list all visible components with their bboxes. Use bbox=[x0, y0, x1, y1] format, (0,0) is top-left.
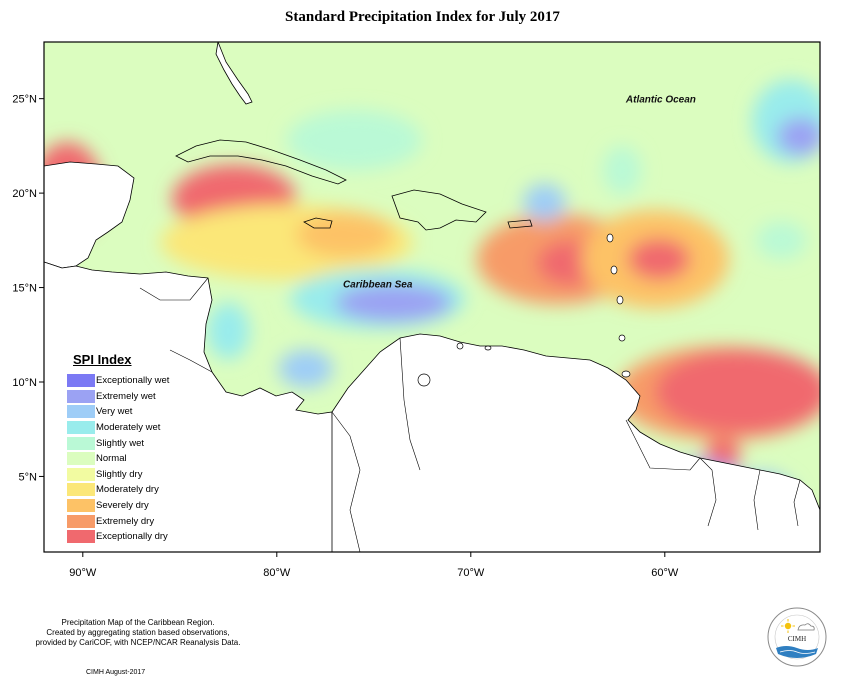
spi-legend: SPI Index Exceptionally wet Extremely wet… bbox=[60, 352, 180, 545]
legend-swatch bbox=[67, 514, 95, 528]
legend-swatch bbox=[67, 467, 95, 481]
spi-anomaly-layer bbox=[44, 79, 820, 530]
jamaica bbox=[303, 217, 333, 229]
credit-text: CIMH August-2017 bbox=[86, 669, 146, 676]
legend-label: Slightly wet bbox=[96, 437, 145, 449]
spi-anomaly-22 bbox=[755, 221, 807, 260]
legend-swatch bbox=[67, 389, 95, 403]
lat-tick-label: 15°N bbox=[12, 283, 37, 295]
legend-swatch bbox=[67, 436, 95, 450]
legend-label: Severely dry bbox=[96, 500, 149, 512]
legend-swatch bbox=[67, 452, 95, 466]
legend-swatch bbox=[67, 530, 95, 544]
legend-item: Exceptionally dry bbox=[67, 529, 180, 545]
land-outlines bbox=[44, 42, 820, 552]
map-title: Standard Precipitation Index for July 20… bbox=[285, 9, 560, 25]
legend-item: Slightly wet bbox=[67, 435, 180, 451]
spi-anomaly-12 bbox=[335, 283, 452, 322]
sun-icon bbox=[781, 619, 795, 633]
spi-anomaly-8 bbox=[655, 349, 820, 433]
legend-swatch bbox=[67, 405, 95, 419]
spi-anomaly-6 bbox=[627, 238, 691, 280]
legend-label: Exceptionally wet bbox=[96, 375, 170, 387]
south-america bbox=[331, 333, 820, 552]
spi-anomaly-20 bbox=[286, 110, 423, 171]
legend-label: Normal bbox=[96, 453, 127, 465]
lat-tick-label: 20°N bbox=[12, 188, 37, 200]
legend-label: Moderately dry bbox=[96, 484, 159, 496]
country-borders bbox=[139, 277, 801, 552]
region-label: Atlantic Ocean bbox=[625, 94, 696, 105]
legend-item: Slightly dry bbox=[67, 467, 180, 483]
lon-tick-label: 80°W bbox=[263, 567, 291, 579]
legend-item: Extremely dry bbox=[67, 513, 180, 529]
lat-tick-label: 25°N bbox=[12, 94, 37, 106]
legend-swatch bbox=[67, 421, 95, 435]
puerto-rico bbox=[507, 219, 533, 229]
waves-icon bbox=[776, 646, 818, 658]
cloud-icon bbox=[797, 623, 815, 631]
legend-label: Exceptionally dry bbox=[96, 531, 168, 543]
legend-label: Extremely wet bbox=[96, 390, 156, 402]
spi-anomaly-15 bbox=[523, 183, 566, 222]
footer-line-2: Created by aggregating station based obs… bbox=[46, 628, 230, 637]
legend-item: Moderately wet bbox=[67, 420, 180, 436]
spi-anomaly-13 bbox=[278, 349, 334, 388]
legend-label: Slightly dry bbox=[96, 468, 143, 480]
cuba bbox=[175, 139, 347, 185]
region-label: Caribbean Sea bbox=[343, 280, 413, 291]
axis-ticks: 90°W 80°W 70°W 60°W 25°N 20°N 15°N 10°N 5°N bbox=[12, 94, 678, 579]
legend-item: Normal bbox=[67, 451, 180, 467]
footer-note: Precipitation Map of the Caribbean Regio… bbox=[18, 618, 258, 648]
florida bbox=[215, 42, 253, 105]
legend-label: Very wet bbox=[96, 406, 133, 418]
legend-item: Exceptionally wet bbox=[67, 373, 180, 389]
lat-tick-label: 5°N bbox=[19, 471, 38, 483]
spi-anomaly-19 bbox=[777, 117, 820, 156]
footer-line-3: provided by CariCOF, with NCEP/NCAR Rean… bbox=[35, 638, 241, 647]
lon-tick-label: 70°W bbox=[457, 567, 485, 579]
legend-label: Moderately wet bbox=[96, 422, 161, 434]
legend-title: SPI Index bbox=[73, 352, 132, 367]
lat-tick-label: 10°N bbox=[12, 377, 37, 389]
lon-tick-label: 90°W bbox=[69, 567, 97, 579]
footer-line-1: Precipitation Map of the Caribbean Regio… bbox=[61, 618, 215, 627]
lon-tick-label: 60°W bbox=[651, 567, 679, 579]
legend-items: Exceptionally wet Extremely wet Very wet Mo… bbox=[60, 373, 180, 545]
legend-item: Very wet bbox=[67, 404, 180, 420]
spi-anomaly-2 bbox=[296, 212, 394, 258]
legend-item: Severely dry bbox=[67, 498, 180, 514]
cimh-logo: CIMH bbox=[767, 607, 827, 667]
spi-anomaly-14 bbox=[602, 145, 642, 195]
legend-label: Extremely dry bbox=[96, 515, 155, 527]
legend-swatch bbox=[67, 483, 95, 497]
map-frame bbox=[43, 41, 821, 553]
legend-item: Moderately dry bbox=[67, 482, 180, 498]
hispaniola bbox=[391, 189, 487, 231]
map-labels: Atlantic Ocean Caribbean Sea bbox=[343, 94, 696, 290]
legend-swatch bbox=[67, 499, 95, 513]
legend-swatch bbox=[67, 374, 95, 388]
small-islands bbox=[417, 233, 631, 387]
spi-anomaly-21 bbox=[206, 302, 250, 360]
legend-item: Extremely wet bbox=[67, 389, 180, 405]
logo-text: CIMH bbox=[788, 635, 806, 643]
